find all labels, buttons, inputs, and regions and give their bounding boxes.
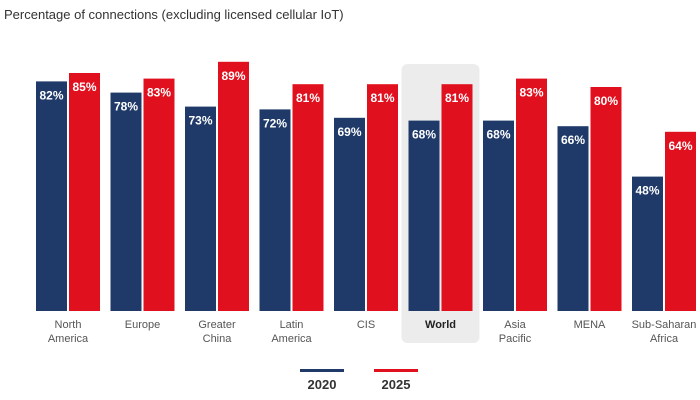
data-label: 78%	[114, 100, 138, 114]
data-label: 80%	[594, 94, 618, 108]
data-label: 81%	[445, 91, 469, 105]
data-label: 68%	[412, 128, 436, 142]
data-label: 64%	[668, 139, 692, 153]
bar-2025-cis	[367, 84, 398, 311]
legend-swatch-2020	[300, 369, 344, 372]
data-label: 82%	[39, 88, 63, 102]
data-label: 83%	[519, 86, 543, 100]
bar-2020-latin-america	[259, 109, 291, 312]
bar-2025-world	[441, 84, 473, 311]
bar-2025-europe	[143, 78, 175, 311]
data-label: 48%	[635, 184, 659, 198]
bar-2020-north-america	[36, 81, 67, 312]
data-label: 68%	[486, 128, 510, 142]
x-tick-label: Greater China	[198, 319, 236, 345]
bar-2020-mena	[557, 126, 589, 311]
data-label: 83%	[147, 86, 171, 100]
x-tick-label: CIS	[357, 319, 375, 331]
data-label: 73%	[188, 114, 212, 128]
data-label: 69%	[337, 125, 361, 139]
x-tick-label: World	[425, 319, 456, 331]
legend-label-2020: 2020	[308, 377, 337, 392]
bar-2025-north-america	[69, 73, 100, 311]
bar-2025-latin-america	[292, 84, 324, 311]
x-tick-label: North America	[48, 319, 89, 345]
bar-2025-mena	[590, 87, 622, 311]
bar-2025-greater-china	[218, 61, 249, 311]
x-tick-label: Latin America	[271, 319, 312, 345]
x-tick-label: Europe	[125, 319, 160, 331]
bar-2020-asia-pacific	[483, 120, 514, 311]
chart-title: Percentage of connections (excluding lic…	[4, 7, 344, 22]
data-label: 85%	[72, 80, 96, 94]
bar-2020-world	[408, 120, 440, 311]
bar-2025-sub-saharan-africa	[665, 131, 696, 311]
bar-2020-sub-saharan-africa	[632, 176, 663, 311]
bar-2020-europe	[110, 92, 142, 311]
bar-2020-greater-china	[185, 106, 216, 311]
x-tick-label: MENA	[574, 319, 606, 331]
bar-2025-asia-pacific	[516, 78, 547, 311]
x-tick-label: Asia Pacific	[499, 319, 532, 345]
bar-2020-cis	[334, 117, 365, 311]
x-tick-label: Sub-Saharan Africa	[632, 319, 697, 345]
legend-label-2025: 2025	[382, 377, 411, 392]
data-label: 66%	[561, 133, 585, 147]
data-label: 89%	[221, 69, 245, 83]
data-label: 81%	[296, 91, 320, 105]
data-label: 81%	[370, 91, 394, 105]
legend-swatch-2025	[374, 369, 418, 372]
data-label: 72%	[263, 116, 287, 130]
